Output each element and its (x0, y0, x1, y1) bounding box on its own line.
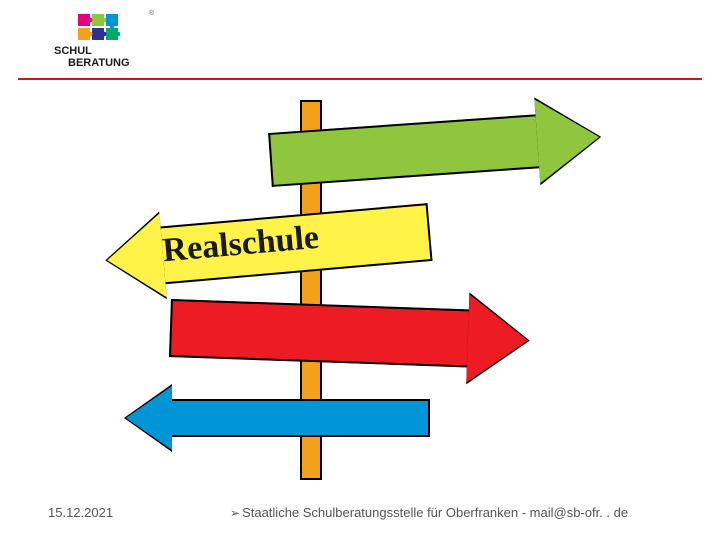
footer-contact-text: Staatliche Schulberatungsstelle für Ober… (242, 505, 628, 520)
chevron-icon: ➢ (230, 506, 240, 520)
arrow-blue-shaft (170, 399, 430, 437)
signpost-diagram: Realschule (0, 0, 720, 540)
arrow-red-shaft (169, 299, 471, 367)
footer-contact: ➢Staatliche Schulberatungsstelle für Obe… (230, 505, 628, 520)
footer-date: 15.12.2021 (48, 505, 113, 520)
